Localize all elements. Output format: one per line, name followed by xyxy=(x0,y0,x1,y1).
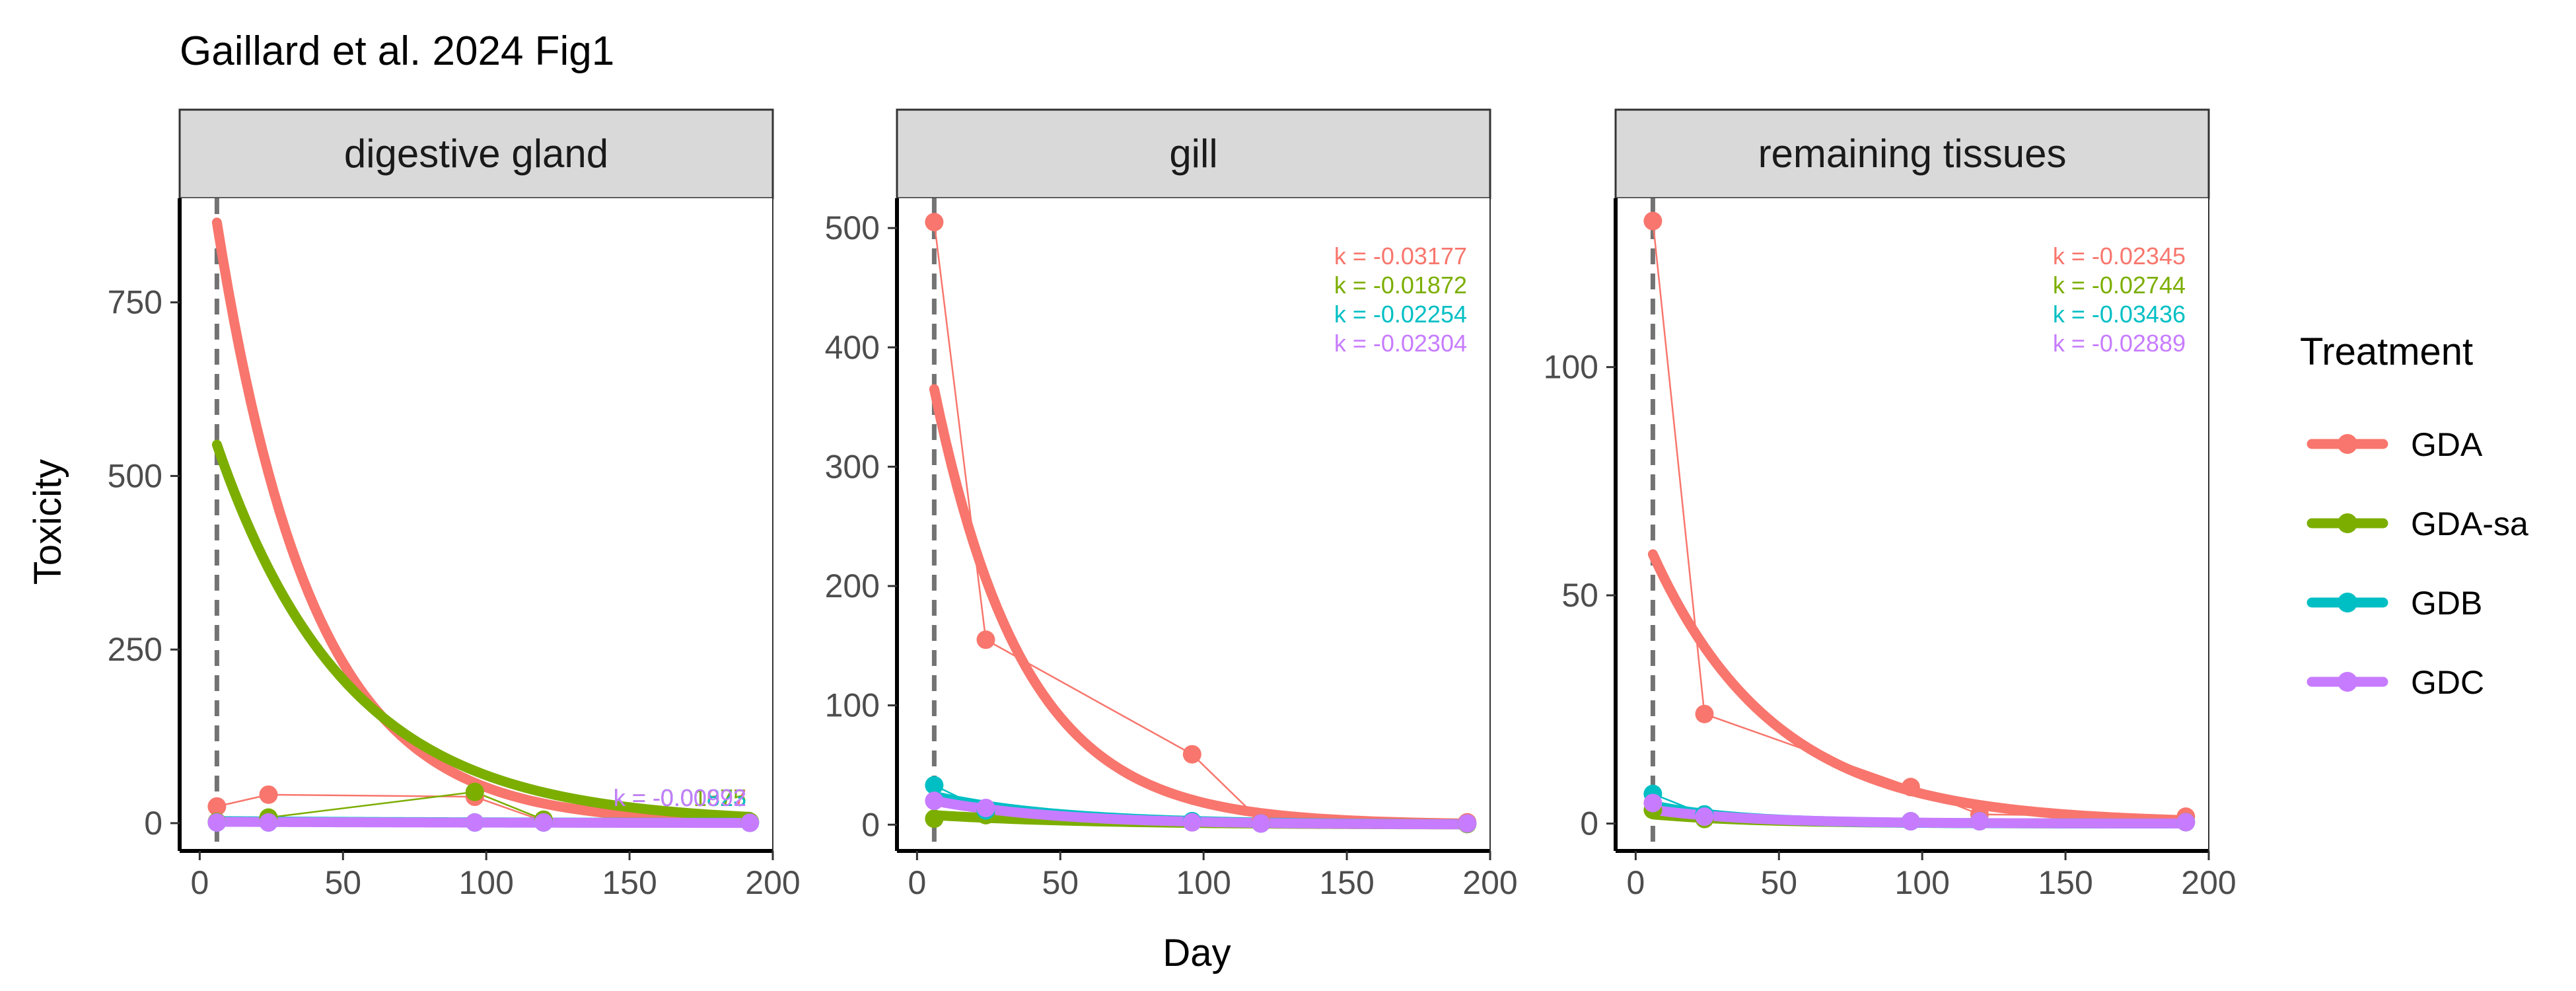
data-point-gda-1 xyxy=(1695,704,1714,723)
facet-strip xyxy=(178,108,774,200)
facet-strip-label: remaining tissues xyxy=(1758,131,2067,176)
x-tick-label: 0 xyxy=(1626,864,1645,901)
y-tick-label: 250 xyxy=(108,631,162,668)
y-tick-label: 100 xyxy=(825,687,880,724)
y-axis-title: Toxicity xyxy=(26,459,69,585)
data-point-gdc-2 xyxy=(1901,812,1920,831)
k-annotation: k = -0.03436 xyxy=(2053,301,2186,328)
data-point-gda-0 xyxy=(207,797,227,816)
chart-title: Gaillard et al. 2024 Fig1 xyxy=(180,28,614,74)
x-tick-label: 200 xyxy=(745,864,800,901)
fit-curve-gda-sa xyxy=(211,439,755,822)
data-point-gdc-1 xyxy=(259,813,278,832)
y-tick-label: 300 xyxy=(825,448,880,485)
y-tick-label: 500 xyxy=(825,209,880,246)
data-point-gdc-1 xyxy=(1695,807,1714,826)
x-tick-label: 50 xyxy=(1760,864,1797,901)
data-point-gda-0 xyxy=(925,213,944,232)
x-tick-label: 50 xyxy=(324,864,361,901)
k-annotation: k = -0.02254 xyxy=(1334,301,1467,328)
y-tick-label: 750 xyxy=(108,284,162,321)
data-point-gda-2 xyxy=(1182,745,1201,764)
facet-strip-label: gill xyxy=(1169,131,1217,176)
y-tick-label: 0 xyxy=(1580,805,1598,842)
fit-curve-gda xyxy=(211,217,755,826)
k-annotation: k = -0.02889 xyxy=(2053,330,2186,357)
y-tick-label: 50 xyxy=(1561,577,1598,614)
facet-strip-label: digestive gland xyxy=(344,131,608,176)
data-point-gda-2 xyxy=(1901,778,1920,797)
k-annotation: k = -0.02744 xyxy=(2053,272,2186,299)
plot-layer xyxy=(1643,198,2196,851)
x-tick-label: 150 xyxy=(2038,864,2093,901)
legend-key-point-gda xyxy=(2338,434,2357,454)
k-annotation: k = -0.01875 xyxy=(614,784,746,811)
legend-key-point-gda-sa xyxy=(2338,513,2357,533)
plot-layer xyxy=(207,198,760,851)
y-tick-label: 0 xyxy=(144,805,162,842)
legend-label-gdc: GDC xyxy=(2411,664,2484,701)
data-point-gda-sa-2 xyxy=(465,782,484,801)
data-point-gdc-2 xyxy=(465,813,484,832)
data-point-gdc-3 xyxy=(1970,812,1989,831)
x-tick-label: 100 xyxy=(1894,864,1949,901)
y-tick-label: 400 xyxy=(825,329,880,366)
data-point-gdc-3 xyxy=(534,813,553,832)
data-point-gdb-0 xyxy=(925,776,944,795)
k-annotation: k = -0.02304 xyxy=(1334,330,1467,357)
facet-strip xyxy=(1614,108,2210,200)
plot-area xyxy=(897,198,1490,851)
x-tick-label: 200 xyxy=(2181,864,2236,901)
x-tick-label: 200 xyxy=(1462,864,1517,901)
legend-key-point-gdc xyxy=(2338,672,2357,692)
legend-label-gda-sa: GDA-sa xyxy=(2411,505,2528,542)
data-point-gda-1 xyxy=(976,630,995,649)
legend-title: Treatment xyxy=(2300,330,2473,373)
x-tick-label: 0 xyxy=(190,864,209,901)
facet-strip xyxy=(896,108,1491,200)
legend-label-gda: GDA xyxy=(2411,426,2483,463)
x-tick-label: 150 xyxy=(1319,864,1374,901)
y-tick-label: 500 xyxy=(108,457,162,494)
legend-label-gdb: GDB xyxy=(2411,585,2482,622)
data-point-gda-1 xyxy=(259,785,278,804)
data-point-gdc-0 xyxy=(207,813,227,832)
plot-layer xyxy=(925,198,1477,851)
data-point-gda-0 xyxy=(1643,211,1663,231)
data-point-gdc-2 xyxy=(1182,813,1201,832)
plot-area xyxy=(180,198,773,851)
data-point-gdc-3 xyxy=(1251,814,1270,833)
x-tick-label: 0 xyxy=(908,864,926,901)
x-tick-label: 100 xyxy=(1176,864,1231,901)
legend: Treatment GDA GDA-sa GDB GDC xyxy=(2300,330,2528,701)
data-point-gdc-1 xyxy=(976,798,995,817)
k-annotation: k = -0.00992 xyxy=(614,784,746,811)
data-point-gdc-4 xyxy=(1458,814,1477,833)
data-point-gdc-4 xyxy=(740,813,760,832)
x-axis-title: Day xyxy=(1163,932,1231,974)
k-annotation: k = -0.03177 xyxy=(1334,242,1467,270)
x-tick-label: 100 xyxy=(458,864,513,901)
y-tick-label: 0 xyxy=(861,806,880,843)
plot-area xyxy=(1616,198,2209,851)
data-point-gdc-0 xyxy=(925,791,944,811)
x-tick-label: 50 xyxy=(1042,864,1079,901)
x-tick-label: 150 xyxy=(602,864,657,901)
legend-key-point-gdb xyxy=(2338,593,2357,612)
data-point-gda-sa-0 xyxy=(925,809,944,828)
k-annotation: k = -0.02345 xyxy=(2053,242,2186,270)
k-annotation: k = -0.01872 xyxy=(1334,272,1467,299)
fit-curve-gda xyxy=(1647,549,2191,825)
k-annotation: k = -0.01627 xyxy=(614,784,746,811)
data-point-gdc-0 xyxy=(1643,793,1663,813)
k-annotation: k = -0.00823 xyxy=(614,784,746,811)
y-tick-label: 200 xyxy=(825,568,880,605)
y-tick-label: 100 xyxy=(1544,349,1598,386)
data-point-gdc-4 xyxy=(2176,813,2196,832)
